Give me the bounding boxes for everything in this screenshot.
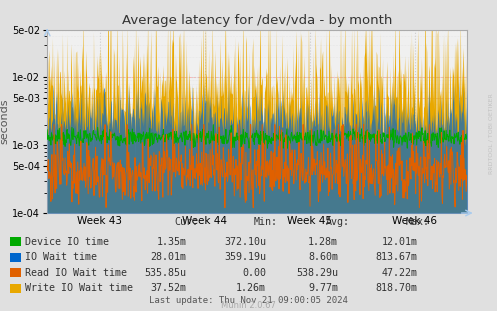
Title: Average latency for /dev/vda - by month: Average latency for /dev/vda - by month	[122, 14, 393, 27]
Text: Cur:: Cur:	[174, 217, 198, 227]
Text: 8.60m: 8.60m	[308, 252, 338, 262]
Text: 813.67m: 813.67m	[375, 252, 417, 262]
Text: Min:: Min:	[254, 217, 278, 227]
Text: 1.26m: 1.26m	[236, 283, 266, 293]
Text: 372.10u: 372.10u	[224, 237, 266, 247]
Text: Write IO Wait time: Write IO Wait time	[25, 283, 133, 293]
Text: 12.01m: 12.01m	[382, 237, 417, 247]
Text: 818.70m: 818.70m	[375, 283, 417, 293]
Text: IO Wait time: IO Wait time	[25, 252, 97, 262]
Text: 47.22m: 47.22m	[382, 268, 417, 278]
Text: Device IO time: Device IO time	[25, 237, 109, 247]
Text: 9.77m: 9.77m	[308, 283, 338, 293]
Text: 538.29u: 538.29u	[296, 268, 338, 278]
Text: RRDTOOL / TOBI OETIKER: RRDTOOL / TOBI OETIKER	[489, 93, 494, 174]
Text: Max:: Max:	[406, 217, 429, 227]
Text: 37.52m: 37.52m	[151, 283, 186, 293]
Y-axis label: seconds: seconds	[0, 99, 9, 144]
Text: 28.01m: 28.01m	[151, 252, 186, 262]
Text: 1.28m: 1.28m	[308, 237, 338, 247]
Text: 359.19u: 359.19u	[224, 252, 266, 262]
Text: Avg:: Avg:	[326, 217, 350, 227]
Text: Last update: Thu Nov 21 09:00:05 2024: Last update: Thu Nov 21 09:00:05 2024	[149, 296, 348, 305]
Text: 1.35m: 1.35m	[157, 237, 186, 247]
Text: 0.00: 0.00	[242, 268, 266, 278]
Text: Munin 2.0.67: Munin 2.0.67	[221, 301, 276, 310]
Text: Read IO Wait time: Read IO Wait time	[25, 268, 127, 278]
Text: 535.85u: 535.85u	[144, 268, 186, 278]
